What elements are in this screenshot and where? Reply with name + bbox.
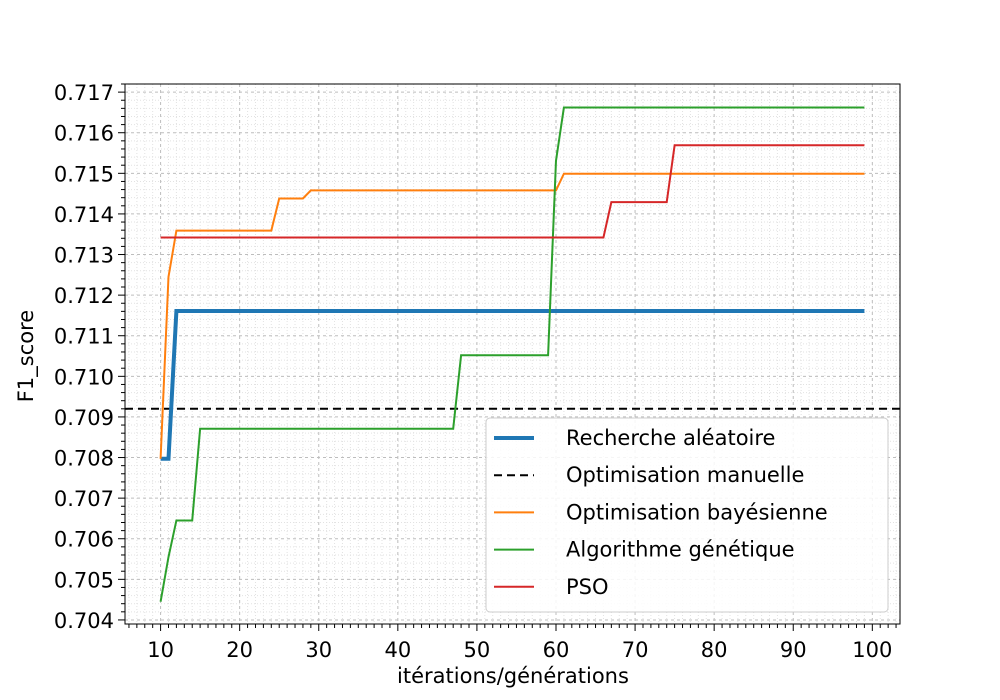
y-tick-label: 0.712 [54, 284, 114, 308]
legend-label: PSO [566, 575, 609, 599]
series-layer [125, 106, 900, 602]
axis-ticks: 10 20 30 40 50 60 70 80 90 100 0.704 0.705 0.706 0.70… [54, 81, 897, 662]
series-line-optimisation-bayesienne [159, 172, 865, 459]
y-tick-label: 0.711 [54, 325, 114, 349]
y-tick-label: 0.714 [54, 203, 114, 227]
y-tick-label: 0.705 [54, 568, 114, 592]
series-line-recherche-aleatoire [160, 308, 865, 461]
x-tick-label: 80 [701, 638, 728, 662]
x-axis-title: itérations/générations [397, 664, 629, 688]
y-tick-label: 0.715 [54, 162, 114, 186]
y-tick-label: 0.708 [54, 447, 114, 471]
y-tick-label: 0.704 [54, 609, 114, 633]
y-tick-label: 0.710 [54, 365, 114, 389]
x-tick-label: 90 [780, 638, 807, 662]
x-tick-label: 50 [464, 638, 491, 662]
legend-label: Algorithme génétique [566, 538, 795, 562]
x-tick-label: 60 [543, 638, 570, 662]
x-tick-label: 10 [147, 638, 174, 662]
x-tick-label: 70 [622, 638, 649, 662]
legend-box [485, 417, 889, 613]
y-axis-title: F1_score [14, 310, 39, 402]
series-line-algorithme-genetique [159, 106, 865, 602]
legend: Recherche aléatoire Optimisation manuelle… [485, 417, 889, 613]
x-tick-label: 100 [852, 638, 892, 662]
x-tick-label: 30 [305, 638, 332, 662]
legend-label: Recherche aléatoire [566, 426, 775, 450]
y-tick-label: 0.716 [54, 122, 114, 146]
y-tick-label: 0.707 [54, 487, 114, 511]
y-tick-label: 0.717 [54, 81, 114, 105]
series-line-pso [160, 144, 865, 239]
y-tick-label: 0.706 [54, 528, 114, 552]
plot-area-frame [124, 83, 901, 625]
legend-label: Optimisation bayésienne [566, 500, 828, 524]
y-tick-label: 0.709 [54, 406, 114, 430]
y-tick-label: 0.713 [54, 244, 114, 268]
x-tick-label: 40 [384, 638, 411, 662]
x-tick-label: 20 [226, 638, 253, 662]
legend-label: Optimisation manuelle [566, 463, 804, 487]
